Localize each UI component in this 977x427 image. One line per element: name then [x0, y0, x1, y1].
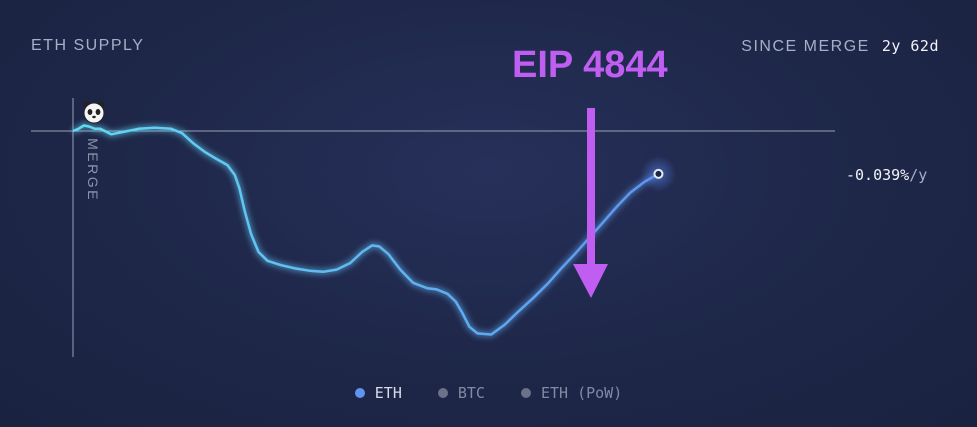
legend-dot-icon: [354, 388, 365, 398]
current-rate: -0.039%/y: [846, 166, 927, 184]
eth-line[interactable]: [72, 124, 660, 336]
merge-label: MERGE: [85, 138, 101, 202]
legend-dot-icon: [437, 388, 448, 398]
eth-line-glow: [71, 122, 660, 338]
current-point-marker[interactable]: [653, 168, 664, 179]
since-merge-label: SINCE MERGE: [741, 38, 870, 55]
annotation-arrow: [573, 108, 608, 298]
since-merge-period[interactable]: 2y 62d: [881, 37, 939, 55]
legend-label: ETH (PoW): [540, 384, 623, 402]
legend-label: BTC: [457, 384, 485, 402]
legend: ETH BTC ETH (PoW): [0, 384, 977, 402]
legend-item-eth[interactable]: ETH: [354, 384, 402, 402]
since-merge: SINCE MERGE 2y 62d: [741, 37, 939, 56]
current-rate-value: -0.039%: [846, 166, 910, 184]
current-rate-unit: /y: [909, 166, 928, 184]
legend-label: ETH: [374, 384, 402, 402]
panda-icon: [83, 101, 105, 124]
chart-title: ETH SUPPLY: [31, 37, 145, 54]
legend-item-eth-pow[interactable]: ETH (PoW): [520, 384, 623, 402]
legend-item-btc[interactable]: BTC: [437, 384, 485, 402]
legend-dot-icon: [520, 388, 531, 398]
eip-4844-annotation: EIP 4844: [512, 44, 668, 86]
eth-series: [71, 122, 677, 338]
